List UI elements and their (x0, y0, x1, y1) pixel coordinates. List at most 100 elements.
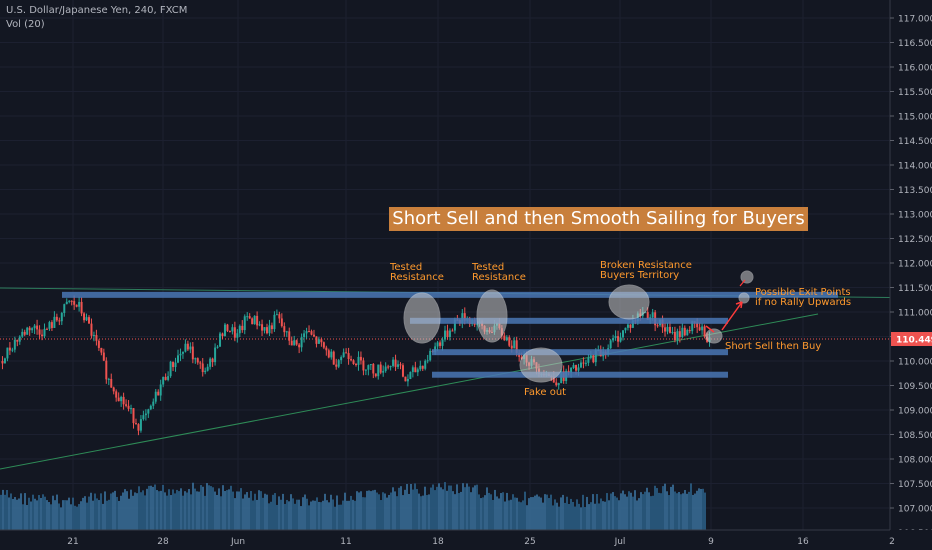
volume-bar (598, 503, 600, 530)
y-tick-label: 114.000 (898, 162, 932, 172)
volume-bar (112, 492, 114, 530)
volume-bar (286, 499, 288, 530)
volume-bar (574, 506, 576, 530)
volume-bar (540, 497, 542, 530)
candle-body (451, 330, 454, 332)
volume-bar (498, 498, 500, 530)
volume-bar (270, 501, 272, 530)
candle-body (283, 326, 286, 333)
volume-bar (560, 497, 562, 530)
x-tick-label: Jun (230, 537, 245, 547)
candle-body (300, 337, 303, 348)
volume-bar (436, 486, 438, 530)
candle-body (75, 304, 78, 307)
candle-body (612, 338, 615, 341)
candle-body (60, 313, 63, 322)
volume-bar (88, 496, 90, 530)
volume-bar (204, 495, 206, 530)
candle-body (315, 336, 318, 344)
candle-body (651, 312, 654, 318)
candle-body (579, 362, 582, 368)
volume-bar (36, 500, 38, 530)
candle-body (97, 340, 100, 348)
volume-bar (248, 497, 250, 530)
price-axis (890, 0, 932, 530)
annotation-exit-points: Possible Exit Points if no Rally Upwards (755, 287, 852, 308)
volume-bar (634, 490, 636, 530)
highlight-ellipse (476, 289, 508, 343)
candle-body (88, 317, 90, 324)
candle-body (399, 364, 402, 366)
volume-bar (654, 485, 656, 530)
volume-bar (78, 504, 80, 530)
candle-body (263, 327, 266, 331)
time-axis (0, 530, 932, 550)
candle-body (503, 335, 506, 341)
volume-bar (278, 496, 280, 530)
volume-bar (302, 497, 304, 530)
x-tick-label: 2 (889, 537, 895, 547)
volume-bar (324, 493, 326, 530)
candle-body (439, 342, 442, 346)
volume-bar (630, 492, 632, 530)
volume-bar (676, 493, 678, 530)
volume-bar (616, 497, 618, 530)
volume-bar (686, 493, 688, 530)
candle-body (671, 331, 674, 333)
candle-body (342, 352, 345, 358)
candle-body (41, 334, 44, 337)
volume-bar (12, 498, 14, 530)
volume-bar (646, 487, 648, 530)
volume-bar (66, 500, 68, 530)
candle-body (406, 378, 409, 382)
volume-bar (284, 503, 286, 530)
candle-body (285, 331, 288, 333)
candle-body (189, 346, 192, 350)
volume-bar (642, 494, 644, 530)
volume-bar (64, 500, 66, 530)
volume-bar (494, 489, 496, 530)
volume-bar (44, 496, 46, 530)
candle-body (122, 396, 125, 405)
volume-bar (212, 487, 214, 530)
volume-bar (32, 494, 34, 530)
volume-bar (660, 493, 662, 530)
volume-bar (70, 504, 72, 530)
volume-bar (202, 486, 204, 530)
volume-bar (388, 494, 390, 530)
candle-body (256, 315, 259, 326)
candle-body (688, 329, 691, 332)
annotation-short-sell: Short Sell then Buy (725, 341, 822, 352)
volume-bar (140, 492, 142, 530)
candle-body (322, 342, 325, 348)
volume-bar (150, 485, 152, 530)
volume-bar (426, 495, 428, 530)
resistance-zone (62, 291, 838, 298)
volume-bar (280, 499, 282, 530)
volume-bar (268, 503, 270, 530)
volume-bar (596, 494, 598, 530)
candle-body (21, 331, 24, 337)
last-price-badge (891, 331, 932, 346)
volume-bar (96, 498, 98, 530)
x-tick-label: Jul (614, 537, 626, 547)
volume-bar (448, 485, 450, 530)
volume-bar (548, 498, 550, 530)
candle-body (582, 362, 585, 364)
volume-bar (228, 489, 230, 530)
candle-body (444, 330, 446, 340)
candle-body (614, 336, 617, 339)
candle-body (238, 325, 241, 334)
volume-bar (688, 491, 690, 530)
volume-bar (544, 494, 546, 530)
candle-body (476, 323, 479, 325)
annotation-tested-resistance-1: Tested Resistance (390, 262, 444, 283)
volume-bar (666, 491, 668, 530)
volume-bar (10, 493, 12, 530)
volume-bar (536, 494, 538, 530)
volume-bar (530, 497, 532, 530)
candle-body (668, 326, 671, 333)
candle-body (673, 331, 676, 341)
